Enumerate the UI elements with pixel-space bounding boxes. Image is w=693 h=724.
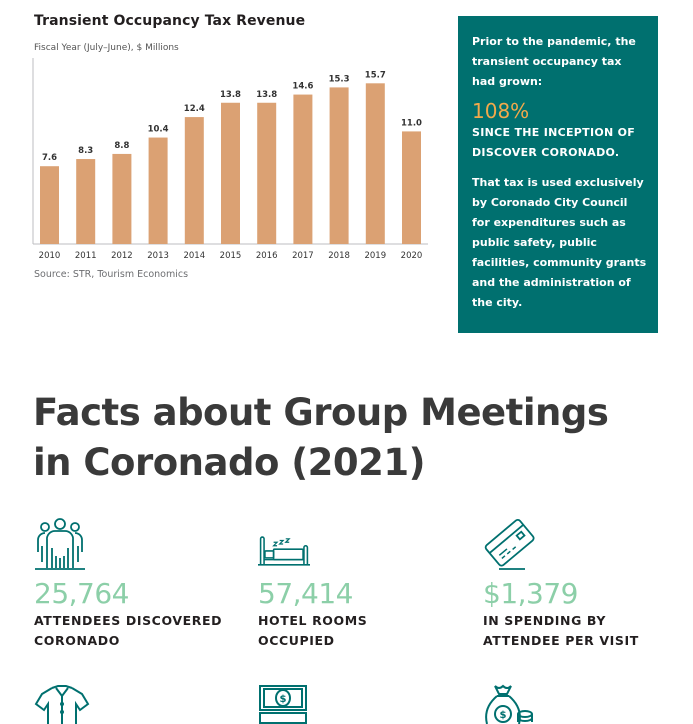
heading-line-1: Facts about Group Meetings (33, 391, 609, 434)
fact-hotel-rooms: 57,414 HOTEL ROOMS OCCUPIED (258, 518, 478, 651)
value-label-2017: 14.6 (292, 82, 313, 92)
shirt-icon (34, 685, 90, 724)
x-tick-2017: 2017 (292, 251, 314, 261)
callout-since: SINCE THE INCEPTION OF DISCOVER CORONADO… (472, 126, 636, 159)
bar-2013 (148, 137, 168, 244)
value-label-2016: 13.8 (256, 90, 277, 100)
cash-bill-icon: $ (259, 685, 307, 724)
money-bag-icon: $ (485, 684, 533, 724)
fact-label-line-2: OCCUPIED (258, 633, 335, 648)
fact-label-line-1: ATTENDEES DISCOVERED (34, 613, 223, 628)
heading-line-2: in Coronado (2021) (33, 441, 426, 484)
value-label-2014: 12.4 (184, 104, 205, 114)
x-tick-2010: 2010 (39, 251, 61, 261)
fact-label: HOTEL ROOMS OCCUPIED (258, 611, 478, 651)
bar-chart: 7.6 2010 8.3 2011 8.8 2012 10.4 2013 12.4 2014 13.… (32, 58, 428, 261)
fact-value: 25,764 (34, 577, 129, 610)
chart-source: Source: STR, Tourism Economics (34, 269, 189, 280)
fact-label-line-2: CORONADO (34, 633, 120, 648)
bar-2019 (365, 83, 385, 244)
x-tick-2012: 2012 (111, 251, 133, 261)
bar-2017 (293, 94, 313, 245)
callout-intro: Prior to the pandemic, the transient occ… (472, 35, 636, 88)
fact-label-line-2: ATTENDEE PER VISIT (483, 633, 639, 648)
fact-value: $1,379 (483, 577, 578, 610)
svg-text:$: $ (500, 710, 507, 721)
callout-body: That tax is used exclusively by Coronado… (472, 176, 647, 309)
value-label-2013: 10.4 (148, 125, 169, 135)
bar-2020 (402, 131, 421, 244)
value-label-2012: 8.8 (114, 141, 129, 151)
hotel-bed-icon (258, 536, 310, 566)
value-label-2019: 15.7 (365, 70, 386, 80)
bar-2016 (257, 102, 277, 244)
bar-2011 (76, 159, 96, 244)
callout-percent: 108% (472, 99, 530, 123)
fact-label: ATTENDEES DISCOVERED CORONADO (34, 611, 254, 651)
fact-label-line-1: HOTEL ROOMS (258, 613, 368, 628)
section-heading: Facts about Group Meetings in Coronado (… (33, 388, 609, 488)
x-tick-2016: 2016 (256, 251, 278, 261)
fact-value: 57,414 (258, 577, 353, 610)
value-label-2015: 13.8 (220, 90, 241, 100)
fact-attendees: 25,764 ATTENDEES DISCOVERED CORONADO (34, 518, 254, 651)
chart-subtitle: Fiscal Year (July–June), $ Millions (34, 43, 179, 53)
value-label-2018: 15.3 (329, 74, 350, 84)
x-tick-2019: 2019 (364, 251, 386, 261)
value-label-2020: 11.0 (401, 118, 422, 128)
x-tick-2011: 2011 (75, 251, 97, 261)
group-people-icon (35, 518, 85, 570)
x-tick-2014: 2014 (183, 251, 205, 261)
fact-label-line-1: IN SPENDING BY (483, 613, 607, 628)
x-tick-2018: 2018 (328, 251, 350, 261)
bar-2018 (329, 87, 349, 245)
bar-2014 (184, 117, 204, 244)
value-label-2010: 7.6 (42, 153, 57, 163)
credit-card-icon (484, 518, 535, 570)
x-tick-2020: 2020 (401, 251, 423, 261)
x-tick-2015: 2015 (220, 251, 242, 261)
bar-2010 (40, 166, 59, 244)
bar-2015 (221, 102, 240, 244)
x-tick-2013: 2013 (147, 251, 169, 261)
tax-growth-callout: Prior to the pandemic, the transient occ… (458, 16, 658, 333)
fact-label: IN SPENDING BY ATTENDEE PER VISIT (483, 611, 693, 651)
bar-2012 (112, 153, 132, 244)
value-label-2011: 8.3 (78, 146, 93, 156)
chart-title: Transient Occupancy Tax Revenue (34, 13, 306, 29)
fact-spending: $1,379 IN SPENDING BY ATTENDEE PER VISIT (483, 518, 693, 651)
svg-text:$: $ (280, 694, 287, 705)
